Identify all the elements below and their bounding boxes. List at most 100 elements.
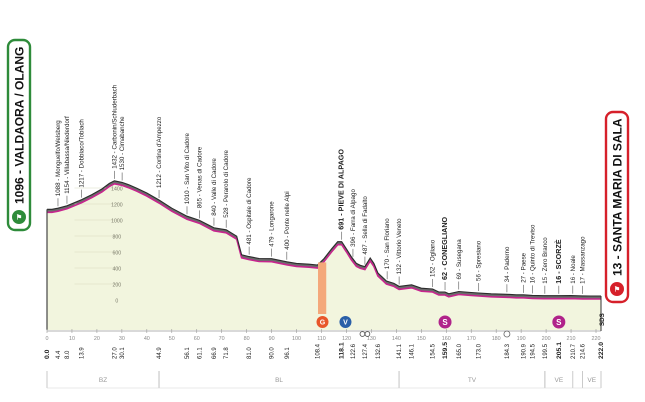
- km-label: 159.5: [442, 342, 449, 359]
- km-label: 214.6: [581, 343, 587, 359]
- km-label: 44.9: [157, 347, 163, 359]
- km-label: 96.1: [285, 347, 291, 359]
- feed-zone-icon: [359, 331, 366, 337]
- point-label: 34 - Paderno: [504, 246, 511, 282]
- km-label: 90.0: [270, 347, 276, 359]
- x-tick-label: 100: [292, 336, 301, 342]
- x-axis: 0.0 4.4 8.0 13.9 27.0 30.1 44.9 56.1 61.1 66.9 71.…: [44, 329, 605, 359]
- point-label: 487 - Sella di Fadalto: [362, 196, 369, 255]
- km-label: 141.1: [397, 343, 403, 359]
- point-label: 27 - Paese: [520, 252, 527, 282]
- sprint-icon: [552, 315, 566, 329]
- km-label: 199.5: [543, 343, 549, 359]
- point-drop-lines: [57, 170, 583, 294]
- kom-icon-glyph: V: [343, 320, 348, 327]
- km-label: 194.5: [530, 343, 536, 359]
- climb-icon-glyph: G: [320, 320, 326, 327]
- y-tick-label: 400: [113, 267, 122, 273]
- point-label: 865 - Venas di Cadore: [197, 146, 204, 208]
- km-label: 173.0: [477, 343, 483, 359]
- point-label: 528 - Perarolo di Cadore: [223, 149, 230, 217]
- km-label: 4.4: [56, 350, 62, 359]
- profile-area: [47, 180, 601, 330]
- km-label: 13.9: [80, 347, 86, 359]
- km-label: 27.0: [112, 347, 118, 359]
- km-label: 66.9: [212, 347, 218, 359]
- point-label: 1217 - Dobbiaco/Toblach: [79, 119, 86, 188]
- point-label: 396 - Farra di Alpago: [350, 189, 357, 247]
- point-label: 1212 - Cortina d'Ampezzo: [156, 116, 163, 188]
- x-tick-label: 80: [244, 336, 250, 342]
- point-label: 1530 - Cimabanche: [119, 116, 126, 171]
- point-label: 16 - SCORZÈ: [554, 239, 563, 284]
- x-tick-label: 180: [492, 336, 501, 342]
- point-label: 16 - Noale: [570, 255, 577, 284]
- x-tick-label: 0: [46, 336, 49, 342]
- km-label: 205.1: [556, 342, 563, 359]
- km-label: 127.4: [363, 343, 369, 359]
- region-label: VE: [587, 377, 596, 384]
- point-label: 69 - Susegana: [456, 239, 463, 280]
- km-label: 61.1: [198, 347, 204, 359]
- finish-icon-glyph: ⚑: [614, 286, 620, 294]
- sprint-icon-glyph: S: [556, 318, 562, 327]
- x-tick-label: 220: [592, 336, 601, 342]
- climb-category-icon: [316, 316, 329, 328]
- region-label: VE: [554, 377, 563, 384]
- x-tick-label: 110: [317, 336, 326, 342]
- circuit-icon: [503, 330, 511, 338]
- km-label: 146.1: [410, 343, 416, 359]
- km-label: 108.4: [316, 343, 322, 359]
- profile-top-line: [47, 180, 601, 297]
- sprint-icon: [438, 315, 452, 329]
- finish-name: 13 - SANTA MARIA DI SALA: [611, 118, 625, 276]
- x-tick-label: 20: [94, 336, 100, 342]
- x-tick-label: 210: [567, 336, 576, 342]
- start-finish-boxes: ⚑ 1096 - VALDAORA / OLANG ⚑ 13 - SANTA MARI…: [6, 38, 630, 304]
- start-box: [6, 38, 32, 232]
- point-label: 479 - Longarone: [269, 201, 276, 247]
- point-label: 1010 - San Vito di Cadore: [184, 133, 191, 205]
- point-label: 481 - Ospitale di Cadore: [246, 177, 253, 245]
- x-tick-label: 10: [69, 336, 75, 342]
- start-icon: [12, 210, 26, 224]
- point-labels: 1088 - Monguelfo/Welsberg 1154 - Villabas…: [55, 84, 587, 284]
- x-tick-label: 60: [194, 336, 200, 342]
- finish-label: SDS: [599, 313, 606, 326]
- profile-fill: [47, 183, 601, 330]
- x-tick-label: 190: [517, 336, 526, 342]
- kom-icon: [339, 316, 352, 328]
- km-label: 30.1: [120, 347, 126, 359]
- km-label: 122.6: [351, 343, 357, 359]
- x-tick-label: 50: [169, 336, 175, 342]
- y-tick-label: 200: [113, 283, 122, 289]
- x-tick-label: 160: [442, 336, 451, 342]
- km-label: 165.0: [457, 343, 463, 359]
- km-label: 222.0: [598, 342, 605, 359]
- point-label: 15 - Zero Branco: [542, 237, 549, 284]
- point-label: 691 - PIEVE DI ALPAGO: [337, 149, 346, 230]
- x-tick-label: 30: [119, 336, 125, 342]
- x-tick-label: 200: [542, 336, 551, 342]
- point-label: 170 - San Floriano: [384, 218, 391, 269]
- km-label: 8.0: [65, 350, 71, 359]
- km-label: 132.6: [376, 343, 382, 359]
- climb-segment: [318, 262, 327, 314]
- elevation-grid: 200 400 600 800 1000 1200 1400 0: [74, 187, 123, 305]
- x-tick-label: 120: [342, 336, 351, 342]
- km-label: 184.3: [505, 343, 511, 359]
- km-label: 118.1: [339, 342, 346, 359]
- point-label: 400 - Ponte nelle Alpi: [284, 191, 291, 249]
- region-label: BL: [275, 377, 283, 384]
- y-tick-label: 1400: [111, 187, 123, 193]
- point-label: 56 - Spresiano: [476, 240, 483, 281]
- start-icon-glyph: ⚑: [16, 214, 22, 222]
- point-label: 152 - Ogliano: [430, 239, 437, 277]
- km-label: 210.7: [571, 343, 577, 359]
- y-tick-label: 800: [113, 235, 122, 241]
- point-label: 1154 - Villabassa/Niederdorf: [64, 116, 71, 194]
- point-label: 1432 - Carbonin/Schluderbach: [111, 84, 118, 168]
- km-label: 81.0: [247, 347, 253, 359]
- profile-lines: [46, 180, 601, 330]
- km-label: 71.8: [224, 347, 230, 359]
